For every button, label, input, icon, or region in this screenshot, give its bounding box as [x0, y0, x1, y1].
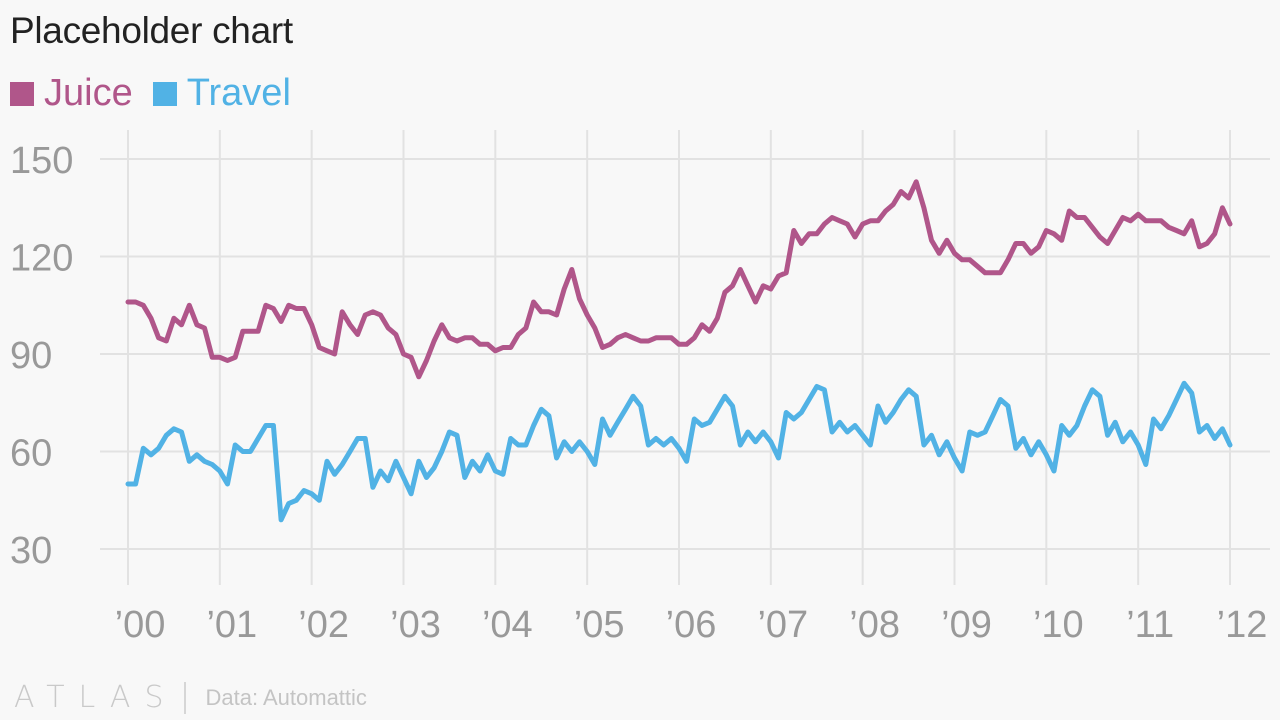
series-line-juice — [125, 179, 1233, 380]
legend-swatch-travel — [152, 81, 177, 106]
y-tick-label: 30 — [10, 530, 52, 572]
line-chart: 30 60 90 120 150 ’00 ’01 ’02 ’03 ’04 ’05 ’06 ’07 ’08 ’… — [10, 130, 1270, 646]
x-tick-label: ’05 — [574, 604, 625, 646]
y-tick-label: 120 — [10, 238, 73, 280]
legend-label-travel: Travel — [186, 72, 291, 114]
legend-swatch-juice — [10, 81, 34, 106]
x-tick-label: ’10 — [1033, 604, 1084, 646]
x-tick-label: ’11 — [1126, 604, 1174, 646]
x-tick-label: ’03 — [390, 604, 441, 646]
legend-item-juice: Juice — [10, 72, 133, 115]
x-tick-label: ’00 — [115, 604, 166, 646]
x-tick-label: ’07 — [757, 604, 808, 646]
x-tick-label: ’01 — [206, 604, 257, 646]
footer: ATLAS Data: Automattic — [14, 680, 367, 715]
y-tick-label: 60 — [10, 433, 52, 475]
y-tick-label: 90 — [10, 335, 52, 377]
x-tick-label: ’08 — [849, 604, 900, 646]
atlas-logo: ATLAS — [14, 680, 178, 715]
legend-label-juice: Juice — [44, 72, 133, 114]
series-line-travel — [125, 380, 1233, 523]
y-tick-label: 150 — [10, 140, 73, 182]
footer-divider — [183, 681, 186, 714]
x-tick-label: ’09 — [941, 604, 992, 646]
x-tick-label: ’04 — [482, 604, 533, 646]
legend: Juice Travel — [10, 72, 311, 115]
x-tick-label: ’06 — [666, 604, 717, 646]
legend-item-travel: Travel — [152, 72, 291, 115]
x-tick-label: ’12 — [1217, 604, 1268, 646]
data-source: Data: Automattic — [205, 684, 367, 710]
chart-title: Placeholder chart — [10, 10, 293, 51]
x-tick-label: ’02 — [298, 604, 349, 646]
